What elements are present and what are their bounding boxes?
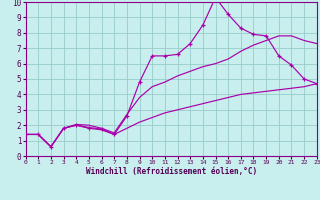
X-axis label: Windchill (Refroidissement éolien,°C): Windchill (Refroidissement éolien,°C) xyxy=(86,167,257,176)
